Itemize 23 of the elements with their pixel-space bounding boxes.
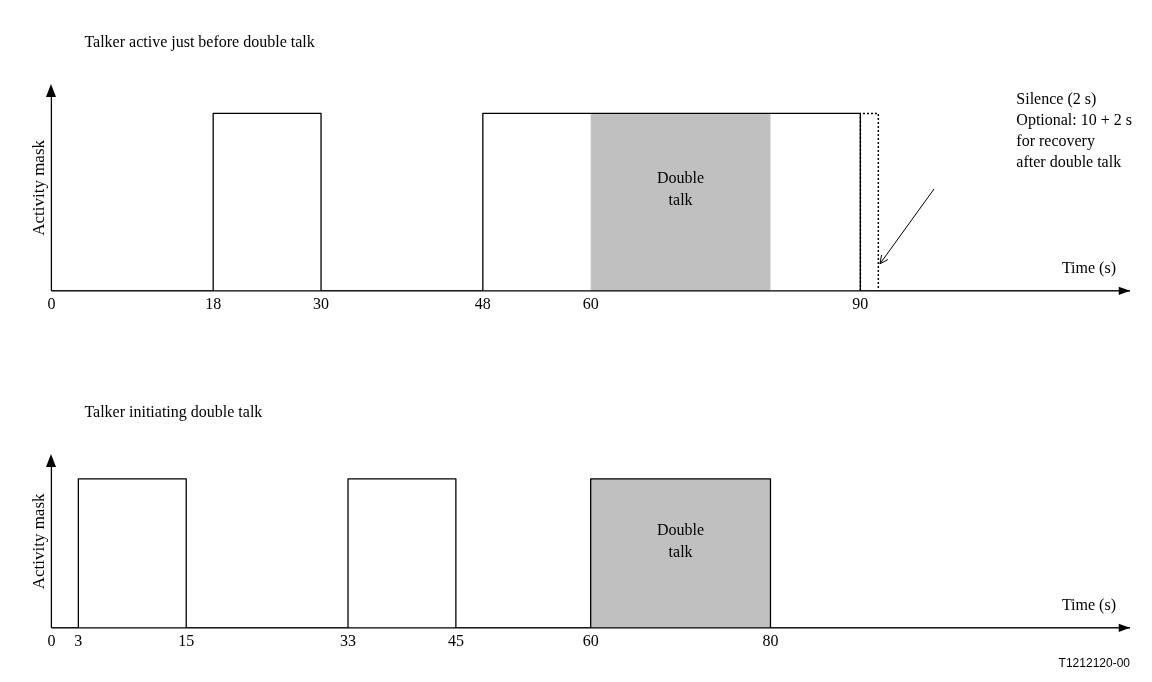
x-tick-label: 15	[178, 631, 195, 649]
x-tick-label: 90	[852, 294, 869, 312]
x-tick-label: 48	[474, 294, 491, 312]
text: T1212120-00	[1058, 656, 1131, 671]
x-tick-label: 18	[205, 294, 222, 312]
x-tick-label: 80	[762, 631, 779, 649]
chart-title: Talker active just before double talk	[84, 33, 315, 52]
x-tick-label: 33	[340, 631, 357, 649]
x-tick-label: 45	[447, 631, 464, 649]
x-tick-label: 30	[313, 294, 330, 312]
annotation: Silence (2 s) Optional: 10 + 2 s for recovery after double talk	[1016, 89, 1133, 170]
x-axis-title: Time (s)	[1061, 595, 1116, 614]
y-axis-title: Activity mask	[28, 139, 48, 236]
x-axis-title: Time (s)	[1061, 258, 1116, 277]
x-tick-label: 60	[582, 631, 599, 649]
x-tick-label: 0	[47, 631, 56, 649]
band-label: Double talk	[657, 520, 705, 560]
x-tick-label: 0	[47, 294, 56, 312]
x-tick-label: 60	[582, 294, 599, 312]
x-tick-label: 3	[74, 631, 83, 649]
y-axis-title: Activity mask	[28, 492, 48, 590]
chart-title: Talker initiating double talk	[84, 403, 263, 422]
band-label: Double talk	[657, 169, 705, 209]
